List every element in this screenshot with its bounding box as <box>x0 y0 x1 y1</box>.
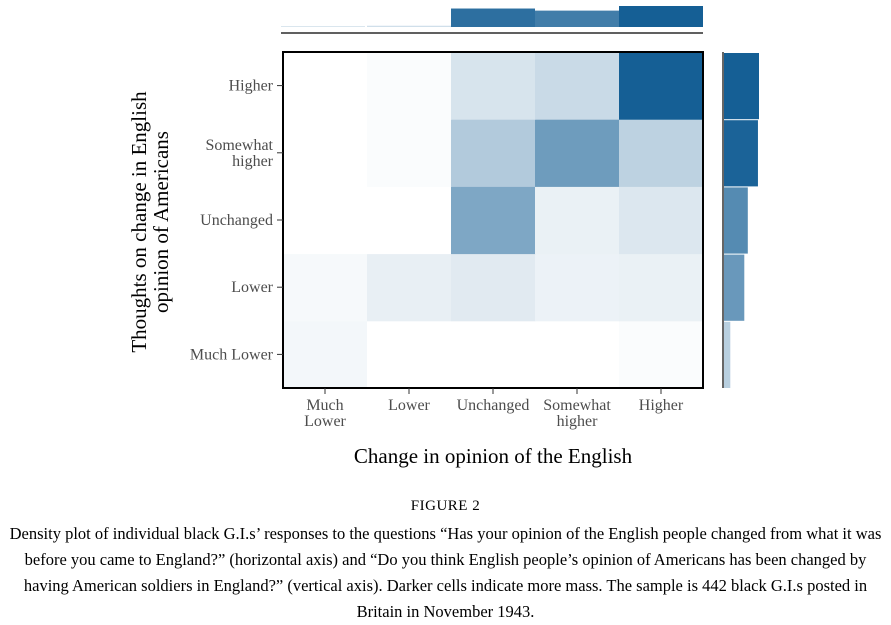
heatmap-cell-somewhat-higher-somewhat-higher <box>535 119 620 187</box>
top-marginal-bar-somewhat-higher <box>535 10 619 28</box>
y-tick-label-somewhat-higher: Somewhat higher <box>205 137 273 170</box>
right-marginal-bar-unchanged <box>724 187 748 254</box>
heatmap-cell-much-lower-higher <box>619 320 704 389</box>
x-tick-label-much-lower: Much Lower <box>304 397 346 430</box>
heatmap-cell-lower-unchanged <box>451 253 536 322</box>
density-chart: Much Lower Lower Unchanged Somewhat higher Hi… <box>127 6 759 468</box>
y-tick-label-much-lower: Much Lower <box>190 346 274 363</box>
top-marginal-bar-much-lower <box>281 26 365 27</box>
top-marginal-bar-unchanged <box>451 8 535 27</box>
heatmap-cell-lower-lower <box>367 253 452 322</box>
right-marginal-bar-somewhat-higher <box>724 120 758 187</box>
heatmap-cell-higher-higher <box>619 52 704 120</box>
right-marginal-bar-lower <box>724 254 745 321</box>
right-marginal-bar-much-lower <box>724 321 731 388</box>
heatmap-cell-unchanged-unchanged <box>451 186 536 255</box>
x-axis-title: Change in opinion of the English <box>354 444 633 468</box>
x-tick-label-lower: Lower <box>388 397 430 414</box>
heatmap-cell-unchanged-higher <box>619 186 704 255</box>
heatmap-cell-somewhat-higher-lower <box>367 119 452 187</box>
y-tick-label-unchanged: Unchanged <box>200 212 273 229</box>
heatmap-cell-somewhat-higher-higher <box>619 119 704 187</box>
y-tick-label-higher: Higher <box>229 78 274 95</box>
y-tick-label-lower: Lower <box>231 279 273 296</box>
figure-label: FIGURE 2 <box>410 498 481 514</box>
x-tick-label-higher: Higher <box>639 397 684 414</box>
heatmap-cell-lower-higher <box>619 253 704 322</box>
heatmap-cell-much-lower-unchanged <box>451 320 536 389</box>
heatmap-cell-unchanged-somewhat-higher <box>535 186 620 255</box>
heatmap-cell-lower-somewhat-higher <box>535 253 620 322</box>
heatmap-cell-higher-unchanged <box>451 52 536 120</box>
right-marginal-bar-higher <box>724 53 759 120</box>
heatmap-cell-lower-much-lower <box>283 253 368 322</box>
heatmap-cell-higher-somewhat-higher <box>535 52 620 120</box>
heatmap-cell-much-lower-much-lower <box>283 320 368 389</box>
heatmap-cell-higher-lower <box>367 52 452 120</box>
top-marginal-bar-lower <box>367 25 451 27</box>
x-tick-label-unchanged: Unchanged <box>457 397 530 414</box>
top-marginal-bar-higher <box>619 6 703 27</box>
heatmap-cell-somewhat-higher-much-lower <box>283 119 368 187</box>
heatmap-cell-somewhat-higher-unchanged <box>451 119 536 187</box>
heatmap-cell-unchanged-much-lower <box>283 186 368 255</box>
caption-text: Density plot of individual black G.I.s’ … <box>9 524 882 621</box>
heatmap-cell-much-lower-lower <box>367 320 452 389</box>
x-tick-label-somewhat-higher: Somewhat higher <box>543 397 611 430</box>
y-axis-title: Thoughts on change in Englishopinion of … <box>127 91 173 353</box>
heatmap-cell-higher-much-lower <box>283 52 368 120</box>
heatmap-cell-much-lower-somewhat-higher <box>535 320 620 389</box>
figure-caption: FIGURE 2 Density plot of individual blac… <box>0 498 891 625</box>
heatmap-cell-unchanged-lower <box>367 186 452 255</box>
